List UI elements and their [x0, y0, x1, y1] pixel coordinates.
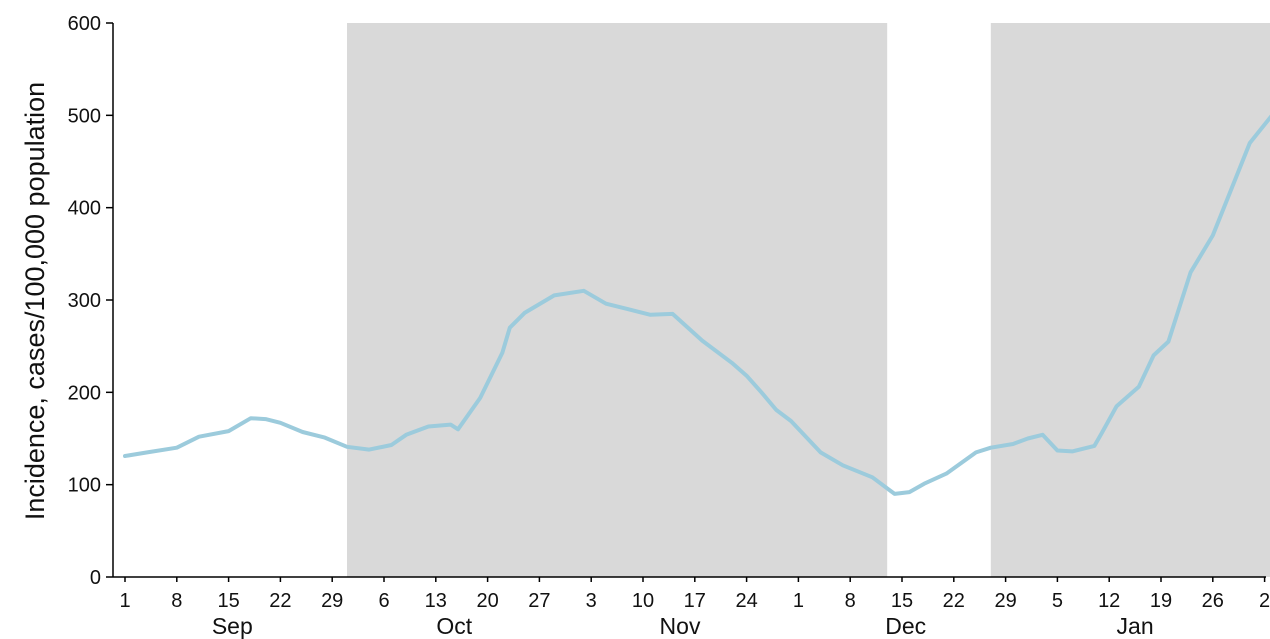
x-tick-label: 29 [994, 590, 1016, 612]
month-label: Jan [1117, 613, 1154, 639]
shaded-periods [347, 23, 1270, 577]
x-tick-label: 5 [1052, 590, 1063, 612]
x-ticks: 1815222961320273101724181522295121926291… [119, 577, 1270, 612]
month-labels: SepOctNovDecJanFebMar [212, 613, 1154, 639]
x-tick-label: 6 [378, 590, 389, 612]
series-line-1 [123, 114, 1270, 496]
x-tick-label: 24 [735, 590, 757, 612]
y-tick-label: 0 [90, 567, 101, 589]
x-tick-label: 1 [119, 590, 130, 612]
x-tick-label: 12 [1098, 590, 1120, 612]
x-tick-label: 15 [217, 590, 239, 612]
x-tick-label: 10 [632, 590, 654, 612]
shaded-period-2 [990, 23, 1270, 577]
x-tick-label: 26 [1202, 590, 1224, 612]
x-tick-label: 22 [269, 590, 291, 612]
x-tick-label: 20 [476, 590, 498, 612]
y-ticks: 0 100 200 300 400 500 600 [68, 13, 113, 589]
y-axis-label: Incidence, cases/100,000 population [20, 82, 50, 520]
y-tick-label: 300 [68, 290, 101, 312]
x-tick-label: 1 [793, 590, 804, 612]
x-tick-label: 13 [425, 590, 447, 612]
y-tick-label: 100 [68, 475, 101, 497]
y-tick-label: 600 [68, 13, 101, 35]
x-tick-label: 29 [321, 590, 343, 612]
x-tick-label: 3 [586, 590, 597, 612]
month-label: Oct [436, 613, 472, 639]
x-tick-label: 17 [684, 590, 706, 612]
month-label: Sep [212, 613, 253, 639]
x-tick-label: 27 [528, 590, 550, 612]
y-tick-label: 200 [68, 382, 101, 404]
series-group [123, 114, 1270, 496]
month-label: Dec [885, 613, 926, 639]
y-tick-label: 500 [68, 105, 101, 127]
x-tick-label: 19 [1150, 590, 1172, 612]
x-tick-label: 8 [171, 590, 182, 612]
x-tick-label: 22 [943, 590, 965, 612]
y-tick-label: 400 [68, 198, 101, 220]
x-tick-label: 15 [891, 590, 913, 612]
month-label: Nov [660, 613, 701, 639]
x-tick-label: 2 [1259, 590, 1270, 612]
x-tick-label: 8 [845, 590, 856, 612]
shaded-period-1 [347, 23, 888, 577]
